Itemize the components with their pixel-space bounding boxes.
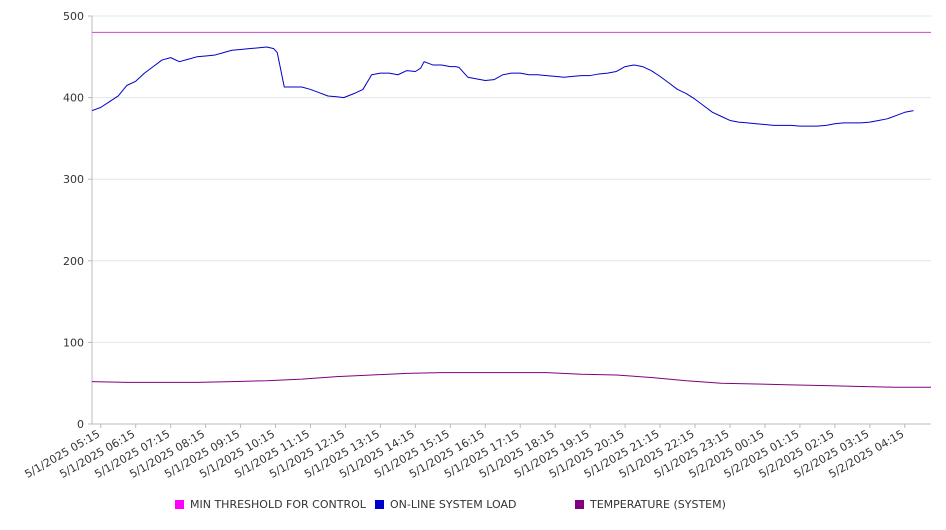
y-tick-labels: 0 100 200 300 400 500 bbox=[63, 10, 84, 431]
series-lines bbox=[91, 31, 931, 388]
y-tick-label: 500 bbox=[63, 10, 84, 23]
legend-item-system-load[interactable]: ON-LINE SYSTEM LOAD bbox=[375, 498, 516, 511]
gridlines bbox=[92, 15, 931, 425]
y-tick-label: 100 bbox=[63, 336, 84, 349]
legend-item-threshold[interactable]: MIN THRESHOLD FOR CONTROL bbox=[175, 498, 366, 511]
y-tick-label: 0 bbox=[77, 418, 84, 431]
legend-swatch-system-load bbox=[375, 500, 384, 509]
legend-label-threshold: MIN THRESHOLD FOR CONTROL bbox=[190, 498, 366, 511]
y-tick-label: 400 bbox=[63, 92, 84, 105]
legend-item-temperature[interactable]: TEMPERATURE (SYSTEM) bbox=[575, 498, 726, 511]
legend-swatch-temperature bbox=[575, 500, 584, 509]
legend-swatch-threshold bbox=[175, 500, 184, 509]
y-tick-label: 200 bbox=[63, 255, 84, 268]
system-load-series-line bbox=[91, 46, 914, 127]
legend: MIN THRESHOLD FOR CONTROL ON-LINE SYSTEM… bbox=[0, 498, 946, 514]
axes bbox=[88, 15, 931, 428]
temperature-series-line bbox=[91, 372, 931, 388]
y-tick-label: 300 bbox=[63, 173, 84, 186]
legend-label-system-load: ON-LINE SYSTEM LOAD bbox=[390, 498, 517, 511]
legend-label-temperature: TEMPERATURE (SYSTEM) bbox=[590, 498, 726, 511]
x-tick-labels: 5/1/2025 05:155/1/2025 06:155/1/2025 07:… bbox=[22, 427, 906, 481]
